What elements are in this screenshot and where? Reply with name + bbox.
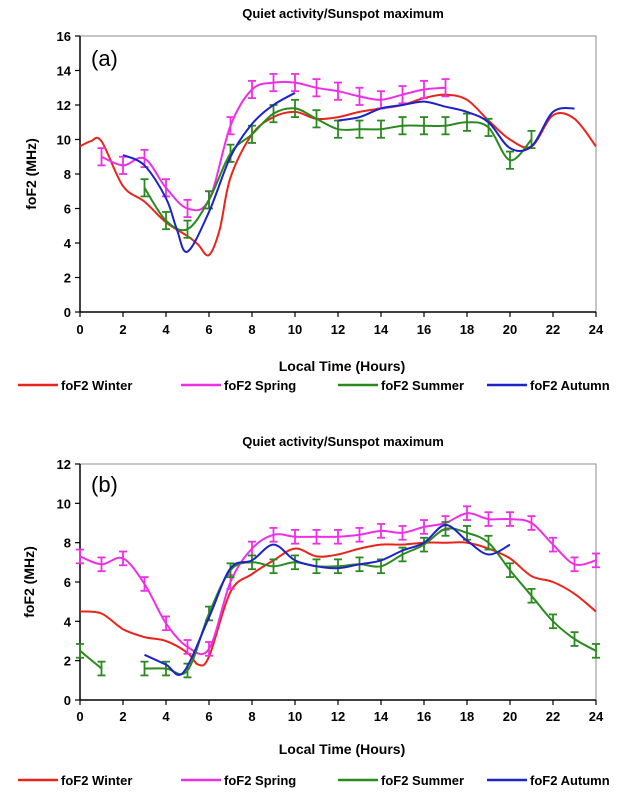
chart-panel-a: Quiet activity/Sunspot maximum 0 2 4 6 8 10 12 1… <box>0 0 638 398</box>
chart-panel-b: Quiet activity/Sunspot maximum 0 2 4 6 8 10 12 0… <box>0 398 638 803</box>
y-axis-label: foF2 (MHz) <box>21 546 37 618</box>
x-tick-label: 24 <box>589 322 604 337</box>
series-line-summer <box>79 650 103 670</box>
x-tick-label: 14 <box>374 709 389 724</box>
legend-label-spring: foF2 Spring <box>224 378 296 393</box>
series-line-autumn <box>122 92 296 253</box>
x-tick-label: 22 <box>546 322 560 337</box>
legend-label-summer: foF2 Summer <box>381 378 464 393</box>
legend-label-summer: foF2 Summer <box>381 773 464 788</box>
y-tick-label: 0 <box>64 305 71 320</box>
series-winter <box>79 541 597 667</box>
series-line-spring <box>101 80 446 212</box>
x-tick-label: 16 <box>417 322 431 337</box>
x-axis-label: Local Time (Hours) <box>279 741 406 757</box>
series-winter <box>79 93 597 257</box>
series-line-autumn <box>144 524 511 676</box>
x-tick-label: 10 <box>288 322 302 337</box>
x-tick-label: 24 <box>589 709 604 724</box>
x-tick-label: 10 <box>288 709 302 724</box>
y-tick-label: 16 <box>57 29 71 44</box>
x-tick-label: 8 <box>248 322 255 337</box>
series-autumn <box>122 92 575 253</box>
series-line-winter <box>79 93 597 257</box>
x-tick-label: 20 <box>503 709 517 724</box>
series-autumn <box>144 524 511 676</box>
y-tick-label: 12 <box>57 457 71 472</box>
y-tick-label: 12 <box>57 98 71 113</box>
legend-label-autumn: foF2 Autumn <box>530 378 610 393</box>
y-tick-label: 2 <box>64 271 71 286</box>
y-tick-label: 8 <box>64 536 71 551</box>
y-tick-label: 6 <box>64 575 71 590</box>
x-tick-label: 2 <box>119 322 126 337</box>
y-axis-label: foF2 (MHz) <box>23 138 39 210</box>
y-tick-label: 14 <box>57 64 72 79</box>
chart-title: Quiet activity/Sunspot maximum <box>242 434 444 449</box>
series-line-summer <box>144 527 597 676</box>
x-tick-label: 0 <box>76 709 83 724</box>
chart-a-svg: Quiet activity/Sunspot maximum0246810121… <box>18 6 610 393</box>
y-tick-label: 4 <box>64 236 72 251</box>
series-spring <box>76 505 600 657</box>
legend-label-winter: foF2 Winter <box>61 378 132 393</box>
series-line-winter <box>79 541 597 667</box>
chart-title: Quiet activity/Sunspot maximum <box>242 6 444 21</box>
legend-label-spring: foF2 Spring <box>224 773 296 788</box>
series-summer <box>140 98 536 239</box>
y-tick-label: 10 <box>57 496 71 511</box>
x-tick-label: 20 <box>503 322 517 337</box>
y-tick-label: 4 <box>64 614 72 629</box>
x-tick-label: 6 <box>205 322 212 337</box>
x-tick-label: 12 <box>331 709 345 724</box>
x-tick-label: 2 <box>119 709 126 724</box>
y-tick-label: 8 <box>64 167 71 182</box>
y-tick-label: 10 <box>57 133 71 148</box>
x-tick-label: 0 <box>76 322 83 337</box>
x-tick-label: 4 <box>162 322 170 337</box>
x-tick-label: 14 <box>374 322 389 337</box>
x-tick-label: 16 <box>417 709 431 724</box>
legend-label-autumn: foF2 Autumn <box>530 773 610 788</box>
panel-label: (a) <box>91 46 118 71</box>
chart-b-svg: Quiet activity/Sunspot maximum0246810120… <box>18 434 610 788</box>
series-line-autumn <box>337 100 575 153</box>
x-tick-label: 22 <box>546 709 560 724</box>
legend: foF2 Winter foF2 Spring foF2 Summer foF2 Au… <box>18 378 610 393</box>
x-tick-label: 6 <box>205 709 212 724</box>
x-tick-label: 8 <box>248 709 255 724</box>
x-tick-label: 12 <box>331 322 345 337</box>
y-tick-label: 0 <box>64 693 71 708</box>
legend: foF2 Winter foF2 Spring foF2 Summer foF2 Au… <box>18 773 610 788</box>
y-tick-label: 2 <box>64 654 71 669</box>
x-axis-label: Local Time (Hours) <box>279 358 406 374</box>
x-tick-label: 4 <box>162 709 170 724</box>
x-tick-label: 18 <box>460 709 474 724</box>
legend-label-winter: foF2 Winter <box>61 773 132 788</box>
y-tick-label: 6 <box>64 202 71 217</box>
panel-label: (b) <box>91 472 118 497</box>
series-summer <box>76 521 600 679</box>
x-tick-label: 18 <box>460 322 474 337</box>
